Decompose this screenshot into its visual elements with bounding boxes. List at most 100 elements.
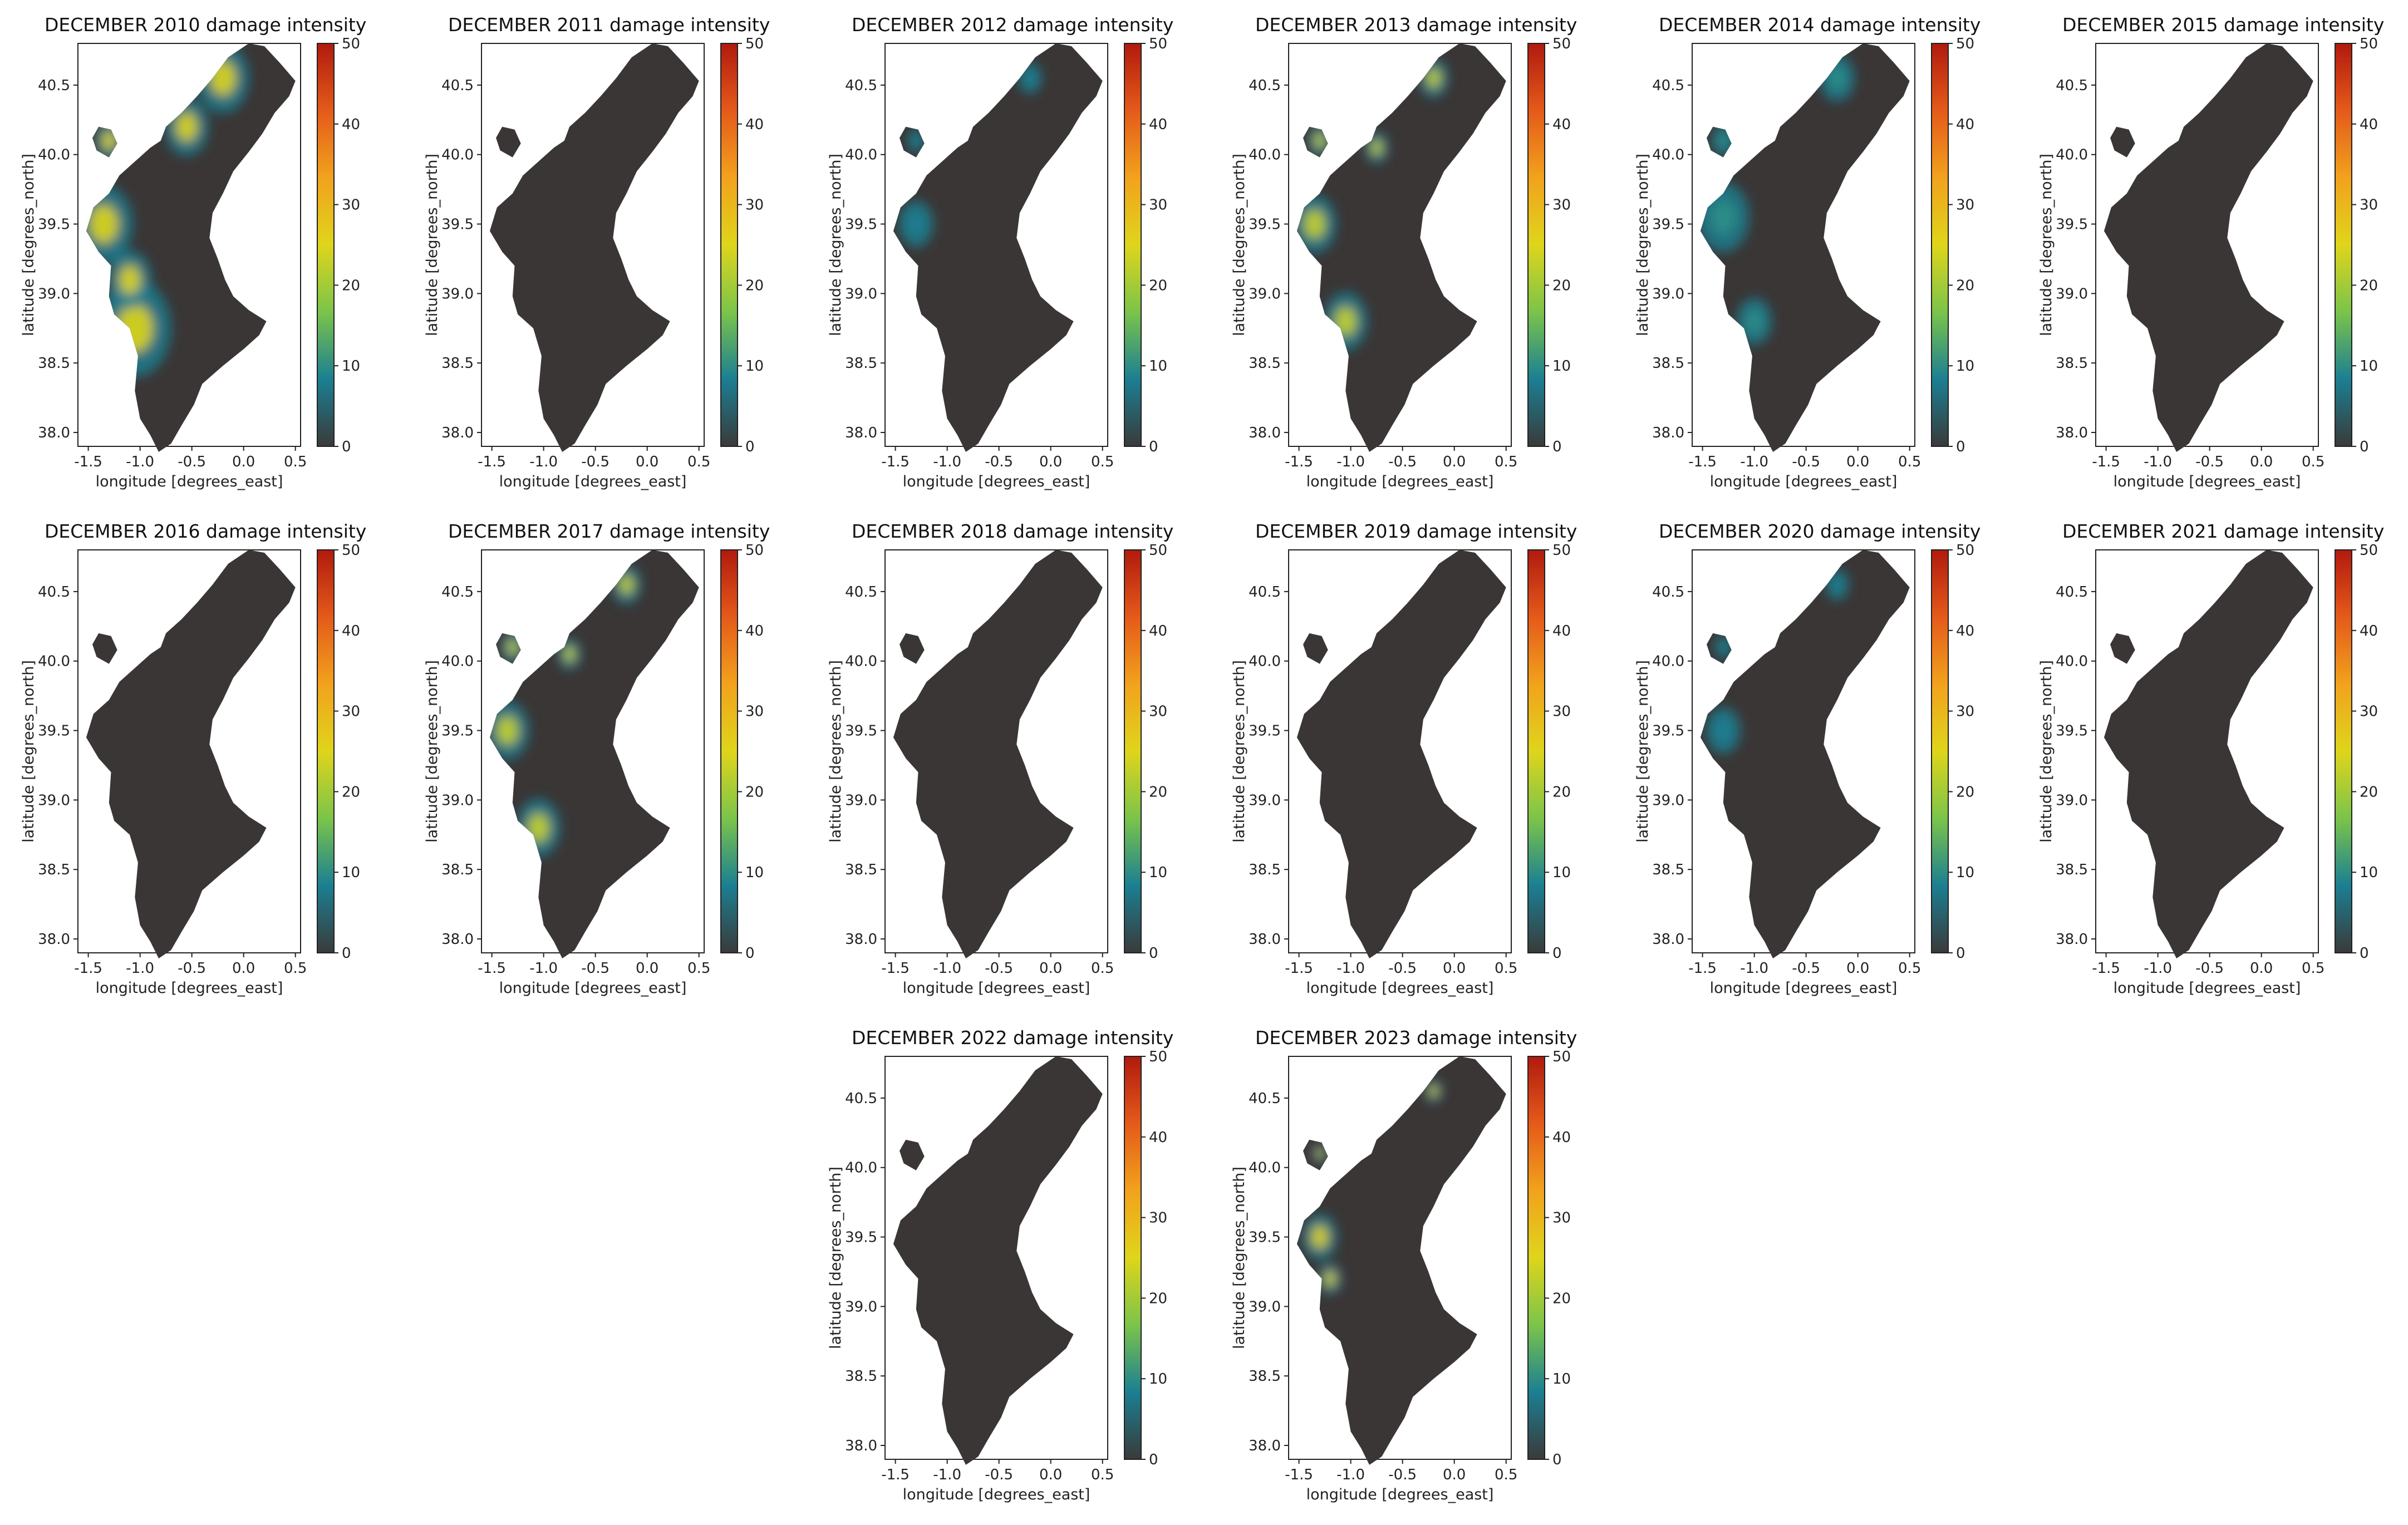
x-tick-label: 0.5 bbox=[1495, 1467, 1517, 1483]
colorbar-tick-label: 20 bbox=[1956, 784, 1974, 800]
colorbar bbox=[1527, 1056, 1545, 1460]
panel-title: DECEMBER 2014 damage intensity bbox=[1659, 14, 1981, 36]
y-tick-label: 39.5 bbox=[441, 723, 474, 740]
x-tick-label: 0.0 bbox=[636, 960, 658, 977]
damage-hotspot-core bbox=[1024, 70, 1036, 86]
x-tick-label: -0.5 bbox=[1792, 960, 1820, 977]
colorbar-tick-label: 40 bbox=[2360, 623, 2378, 639]
damage-hotspot-core bbox=[1719, 641, 1728, 653]
x-tick-label: -0.5 bbox=[985, 960, 1013, 977]
x-axis-label: longitude [degrees_east] bbox=[903, 1486, 1090, 1503]
panel-title: DECEMBER 2010 damage intensity bbox=[45, 14, 366, 36]
y-tick-label: 40.0 bbox=[845, 653, 877, 670]
colorbar bbox=[720, 549, 738, 953]
x-tick-label: -1.5 bbox=[1285, 960, 1313, 977]
x-axis-label: longitude [degrees_east] bbox=[903, 473, 1090, 490]
region-enclave bbox=[2110, 126, 2135, 158]
colorbar-tick-label: 50 bbox=[2360, 542, 2378, 559]
colorbar-tick-label: 20 bbox=[1149, 277, 1167, 294]
y-tick-label: 39.0 bbox=[2056, 792, 2088, 809]
colorbar-tick-label: 20 bbox=[1552, 784, 1571, 800]
y-tick-label: 40.0 bbox=[1652, 653, 1684, 670]
x-tick-label: -0.5 bbox=[2195, 960, 2224, 977]
map-panel-svg: DECEMBER 2014 damage intensity -1.5 -1.0 -0… bbox=[1634, 14, 1981, 490]
damage-hotspot-core bbox=[1714, 719, 1732, 742]
colorbar-tick-label: 50 bbox=[1956, 36, 1974, 52]
y-tick-label: 40.0 bbox=[1249, 1160, 1281, 1177]
x-tick-label: 0.5 bbox=[1091, 454, 1114, 470]
y-tick-label: 38.0 bbox=[1249, 425, 1281, 441]
x-tick-label: -1.0 bbox=[1336, 960, 1365, 977]
y-tick-label: 40.0 bbox=[1652, 147, 1684, 164]
damage-hotspot-core bbox=[1710, 199, 1737, 235]
y-tick-label: 39.0 bbox=[38, 286, 70, 302]
map-panel-svg: DECEMBER 2017 damage intensity -1.5 -1.0 -0… bbox=[424, 520, 770, 997]
damage-hotspot-core bbox=[1316, 1149, 1324, 1159]
panel-title: DECEMBER 2017 damage intensity bbox=[448, 520, 770, 542]
colorbar-tick-label: 30 bbox=[342, 704, 360, 720]
y-tick-label: 40.5 bbox=[441, 77, 474, 94]
colorbar bbox=[317, 43, 335, 447]
colorbar-tick-label: 30 bbox=[1552, 197, 1571, 214]
y-tick-label: 39.5 bbox=[2056, 723, 2088, 740]
y-axis-label: latitude [degrees_north] bbox=[424, 154, 441, 336]
map-panel-svg: DECEMBER 2018 damage intensity -1.5 -1.0 -0… bbox=[827, 520, 1173, 997]
colorbar-tick-label: 10 bbox=[342, 864, 360, 881]
y-tick-label: 38.0 bbox=[1652, 425, 1684, 441]
y-tick-label: 38.5 bbox=[845, 1368, 877, 1385]
x-tick-label: -1.5 bbox=[1688, 454, 1717, 470]
y-tick-label: 40.0 bbox=[1249, 147, 1281, 164]
y-tick-label: 39.5 bbox=[1652, 723, 1684, 740]
damage-hotspot-core bbox=[1429, 1085, 1438, 1097]
x-tick-label: -1.5 bbox=[1285, 1467, 1313, 1483]
y-tick-label: 39.5 bbox=[38, 723, 70, 740]
colorbar-tick-label: 30 bbox=[1552, 1210, 1571, 1227]
colorbar bbox=[2335, 549, 2352, 953]
map-panel-svg: DECEMBER 2023 damage intensity -1.5 -1.0 -0… bbox=[1231, 1027, 1577, 1503]
x-tick-label: 0.5 bbox=[284, 454, 307, 470]
x-axis-label: longitude [degrees_east] bbox=[499, 473, 687, 490]
panel-title: DECEMBER 2011 damage intensity bbox=[448, 14, 770, 36]
x-tick-label: 0.5 bbox=[687, 960, 710, 977]
colorbar-tick-label: 10 bbox=[1149, 358, 1167, 375]
colorbar-tick-label: 0 bbox=[1149, 945, 1158, 962]
colorbar bbox=[1527, 43, 1545, 447]
region-enclave bbox=[900, 1139, 925, 1170]
y-tick-label: 38.5 bbox=[1652, 862, 1684, 878]
y-tick-label: 39.5 bbox=[1249, 1229, 1281, 1246]
x-axis-label: longitude [degrees_east] bbox=[1710, 980, 1898, 997]
region-outline bbox=[893, 1056, 1103, 1465]
x-tick-label: -0.5 bbox=[1792, 454, 1820, 470]
x-tick-label: 0.5 bbox=[687, 454, 710, 470]
y-tick-label: 40.0 bbox=[441, 653, 474, 670]
y-tick-label: 40.5 bbox=[38, 584, 70, 601]
y-tick-label: 39.0 bbox=[1652, 286, 1684, 302]
damage-hotspot-core bbox=[89, 204, 119, 244]
x-tick-label: 0.5 bbox=[2302, 454, 2325, 470]
map-panel-6: DECEMBER 2016 damage intensity -1.5 -1.0 -0… bbox=[0, 518, 401, 1019]
y-tick-label: 39.0 bbox=[845, 286, 877, 302]
y-tick-label: 39.5 bbox=[845, 723, 877, 740]
y-tick-label: 40.0 bbox=[38, 147, 70, 164]
x-tick-label: -1.0 bbox=[933, 960, 961, 977]
colorbar-tick-label: 0 bbox=[1552, 945, 1562, 962]
x-tick-label: -0.5 bbox=[581, 960, 610, 977]
damage-hotspot-core bbox=[1324, 1271, 1336, 1287]
y-tick-label: 38.0 bbox=[441, 931, 474, 948]
y-tick-label: 38.0 bbox=[38, 931, 70, 948]
y-tick-label: 38.5 bbox=[2056, 355, 2088, 372]
y-tick-label: 38.0 bbox=[1652, 931, 1684, 948]
colorbar-tick-label: 40 bbox=[342, 623, 360, 639]
colorbar-tick-label: 10 bbox=[745, 864, 764, 881]
x-tick-label: 0.5 bbox=[1495, 454, 1517, 470]
damage-hotspot-core bbox=[907, 212, 925, 236]
colorbar-tick-label: 0 bbox=[2360, 439, 2369, 455]
damage-hotspot-core bbox=[563, 646, 576, 662]
map-panel-svg: DECEMBER 2011 damage intensity -1.5 -1.0 -0… bbox=[424, 14, 770, 490]
y-axis-label: latitude [degrees_north] bbox=[1634, 660, 1652, 843]
colorbar-tick-label: 10 bbox=[1552, 864, 1571, 881]
y-tick-label: 38.0 bbox=[1249, 1438, 1281, 1454]
colorbar-tick-label: 40 bbox=[1552, 623, 1571, 639]
colorbar-tick-label: 50 bbox=[1149, 542, 1167, 559]
colorbar-tick-label: 30 bbox=[1956, 704, 1974, 720]
